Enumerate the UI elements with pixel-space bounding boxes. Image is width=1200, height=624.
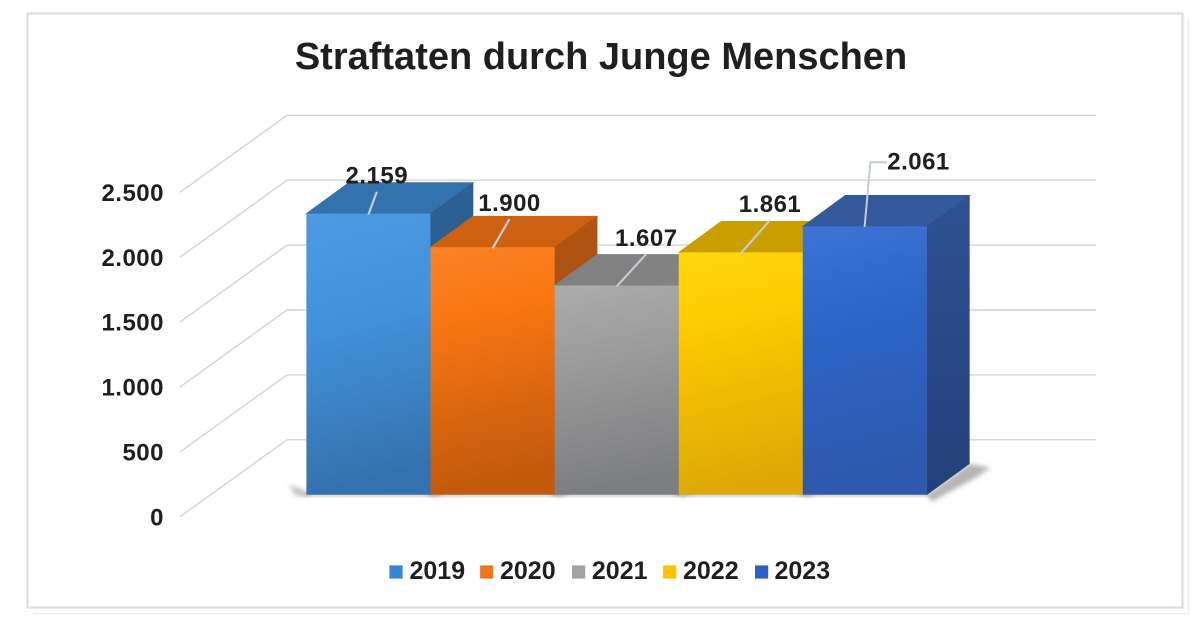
svg-text:2020: 2020	[500, 557, 556, 585]
svg-text:1.000: 1.000	[101, 375, 164, 402]
svg-text:2023: 2023	[775, 557, 831, 585]
svg-text:0: 0	[150, 504, 164, 531]
svg-text:2021: 2021	[592, 557, 648, 585]
svg-text:2019: 2019	[410, 557, 466, 585]
svg-text:1.861: 1.861	[739, 191, 802, 218]
svg-text:1.607: 1.607	[615, 225, 678, 252]
svg-text:2022: 2022	[683, 557, 739, 585]
svg-text:Straftaten durch Junge Mensche: Straftaten durch Junge Menschen	[295, 36, 907, 78]
svg-text:2.061: 2.061	[887, 148, 950, 175]
svg-text:2.000: 2.000	[101, 245, 164, 272]
svg-text:500: 500	[122, 440, 164, 467]
svg-text:2.500: 2.500	[101, 180, 164, 207]
svg-text:2.159: 2.159	[346, 163, 409, 190]
svg-text:1.500: 1.500	[101, 310, 164, 337]
svg-text:1.900: 1.900	[478, 190, 541, 217]
